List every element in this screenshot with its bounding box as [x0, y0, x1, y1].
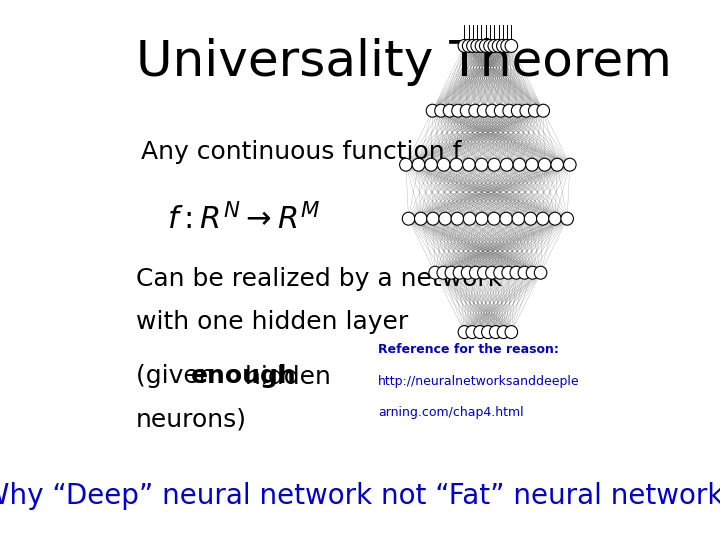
- Circle shape: [505, 326, 518, 339]
- Circle shape: [466, 326, 479, 339]
- Circle shape: [549, 212, 561, 225]
- Text: Any continuous function f: Any continuous function f: [141, 140, 462, 164]
- Circle shape: [444, 104, 456, 117]
- Circle shape: [425, 158, 437, 171]
- Circle shape: [500, 212, 513, 225]
- Circle shape: [526, 158, 539, 171]
- Text: Can be realized by a network: Can be realized by a network: [135, 267, 502, 291]
- Circle shape: [497, 39, 509, 52]
- Circle shape: [492, 39, 505, 52]
- Circle shape: [475, 39, 487, 52]
- Circle shape: [528, 104, 541, 117]
- Text: (given: (given: [135, 364, 222, 388]
- Circle shape: [445, 266, 458, 279]
- Circle shape: [477, 266, 490, 279]
- Circle shape: [551, 158, 564, 171]
- Circle shape: [510, 266, 523, 279]
- Circle shape: [451, 104, 464, 117]
- Circle shape: [494, 266, 506, 279]
- Circle shape: [505, 39, 518, 52]
- Circle shape: [415, 212, 427, 225]
- Circle shape: [513, 158, 526, 171]
- Circle shape: [458, 326, 471, 339]
- Circle shape: [437, 266, 449, 279]
- Circle shape: [526, 266, 539, 279]
- Text: arning.com/chap4.html: arning.com/chap4.html: [378, 406, 524, 419]
- Circle shape: [426, 104, 438, 117]
- Circle shape: [467, 39, 480, 52]
- Circle shape: [488, 158, 500, 171]
- Circle shape: [413, 158, 425, 171]
- Circle shape: [463, 158, 475, 171]
- Circle shape: [469, 104, 482, 117]
- Circle shape: [471, 39, 483, 52]
- Text: with one hidden layer: with one hidden layer: [135, 310, 408, 334]
- Text: Reference for the reason:: Reference for the reason:: [378, 343, 559, 356]
- Circle shape: [475, 212, 488, 225]
- Circle shape: [534, 266, 547, 279]
- Text: neurons): neurons): [135, 408, 246, 431]
- Circle shape: [402, 212, 415, 225]
- Circle shape: [450, 158, 462, 171]
- Circle shape: [502, 266, 514, 279]
- Circle shape: [500, 158, 513, 171]
- Circle shape: [511, 104, 524, 117]
- Text: hidden: hidden: [238, 364, 331, 388]
- Circle shape: [501, 39, 513, 52]
- Circle shape: [477, 104, 490, 117]
- Circle shape: [429, 266, 441, 279]
- Circle shape: [438, 158, 450, 171]
- Circle shape: [439, 212, 451, 225]
- Circle shape: [495, 104, 507, 117]
- Circle shape: [475, 158, 488, 171]
- Circle shape: [564, 158, 576, 171]
- Circle shape: [463, 212, 476, 225]
- Text: $f: R^N \rightarrow R^M$: $f: R^N \rightarrow R^M$: [167, 202, 320, 235]
- Circle shape: [451, 212, 464, 225]
- Circle shape: [458, 39, 471, 52]
- Circle shape: [537, 104, 549, 117]
- Text: Why “Deep” neural network not “Fat” neural network?: Why “Deep” neural network not “Fat” neur…: [0, 482, 720, 510]
- Circle shape: [427, 212, 439, 225]
- Circle shape: [453, 266, 466, 279]
- Circle shape: [536, 212, 549, 225]
- Text: Universality Theorem: Universality Theorem: [135, 38, 672, 86]
- Text: http://neuralnetworksanddeeple: http://neuralnetworksanddeeple: [378, 375, 580, 388]
- Circle shape: [462, 39, 475, 52]
- Circle shape: [480, 39, 492, 52]
- Circle shape: [486, 104, 498, 117]
- Circle shape: [503, 104, 516, 117]
- Circle shape: [488, 39, 500, 52]
- Circle shape: [484, 39, 496, 52]
- Circle shape: [487, 212, 500, 225]
- Circle shape: [498, 326, 510, 339]
- Circle shape: [512, 212, 525, 225]
- Circle shape: [561, 212, 573, 225]
- Circle shape: [462, 266, 474, 279]
- Circle shape: [524, 212, 537, 225]
- Circle shape: [518, 266, 531, 279]
- Circle shape: [490, 326, 502, 339]
- Circle shape: [520, 104, 533, 117]
- Circle shape: [482, 326, 494, 339]
- Circle shape: [435, 104, 447, 117]
- Circle shape: [400, 158, 412, 171]
- Circle shape: [474, 326, 486, 339]
- Text: enough: enough: [190, 364, 296, 388]
- Circle shape: [539, 158, 551, 171]
- Circle shape: [460, 104, 473, 117]
- Circle shape: [469, 266, 482, 279]
- Circle shape: [486, 266, 498, 279]
